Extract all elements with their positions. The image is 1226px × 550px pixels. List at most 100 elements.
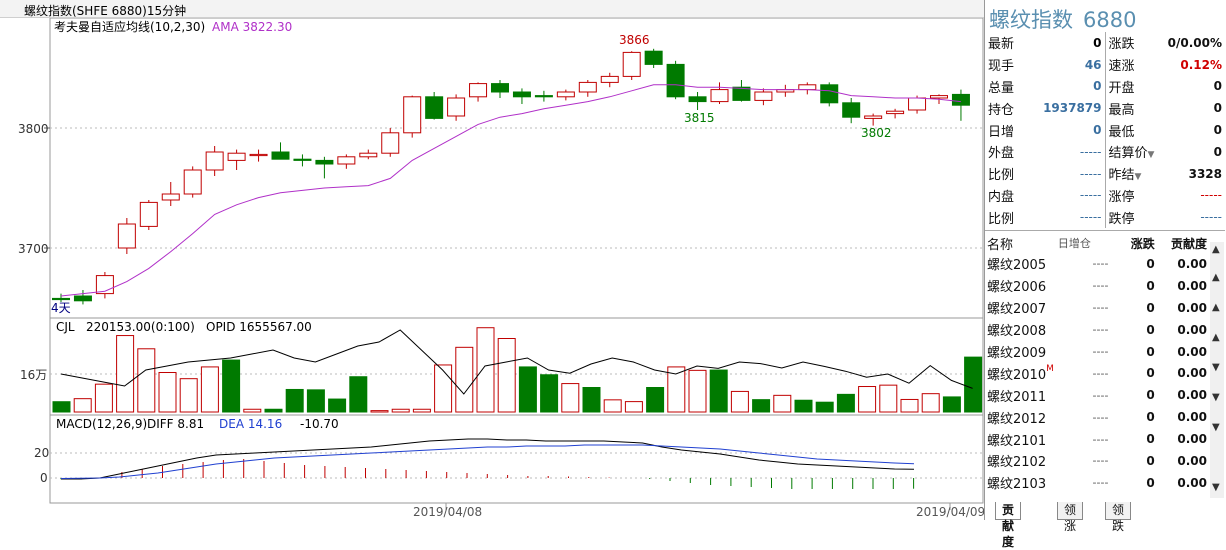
contract-name-cell: 螺纹2010M [985,362,1056,384]
volume-bar [582,387,601,413]
quote-value: ----- [1024,206,1106,229]
quote-row: 日增 0 最低 0 [985,119,1225,141]
volume-bar [264,408,283,413]
quote-row: 最新 0 涨跌 0/0.00% [985,32,1225,54]
header-contribution[interactable]: 贡献度 [1170,236,1207,251]
contract-row[interactable]: 螺纹2009 ---- 0 0.00 [985,341,1209,363]
contract-row[interactable]: 螺纹2007 ---- 0 0.00 [985,297,1209,319]
volume-bar [476,327,495,413]
contract-name: 螺纹2005 [987,258,1047,274]
tab-top-losers[interactable]: 领跌 [1105,502,1132,533]
quote-value: ----- [1024,140,1106,163]
chevron-down-icon[interactable]: ▼ [1134,172,1142,183]
volume-y-tick: 16万 [20,368,48,382]
instrument-title: 螺纹指数 6880 [989,4,1136,34]
volume-name-label: CJL [56,320,75,334]
chart-area[interactable]: 考夫曼自适应均线(10,2,30) AMA 3822.30 3800 3700 … [0,18,985,520]
candle-body [447,97,466,117]
macd-y-tick-0: 0 [40,471,48,485]
contract-contribution: 0.00 [1177,256,1207,271]
contract-change: 0 [1146,344,1155,359]
scroll-down-icon[interactable]: ▼ [1212,482,1220,493]
contract-row[interactable]: 螺纹2012 ---- 0 0.00 [985,406,1209,428]
header-change[interactable]: 涨跌 [1130,236,1155,251]
contract-contribution: 0.00 [1177,278,1207,293]
quote-panel: 螺纹指数 6880 最新 0 涨跌 0/0.00% 现手 46 速涨 0.12% … [984,0,1226,520]
quote-label: 最新 [988,37,1015,53]
candle-body [864,115,883,119]
volume-bar [222,359,241,413]
contract-row[interactable]: 螺纹2006 ---- 0 0.00 [985,275,1209,297]
header-name[interactable]: 名称 [987,237,1014,253]
scroll-up-icon[interactable]: ▲ [1212,244,1220,255]
scroll-down-icon[interactable]: ▼ [1212,362,1220,373]
volume-bar [709,369,728,413]
tab-contribution[interactable]: 贡献度 [995,502,1022,549]
quote-label: 日增 [988,124,1015,140]
quote-label[interactable]: 结算价▼ [1105,141,1159,163]
chevron-down-icon[interactable]: ▼ [1147,150,1155,161]
candle-body [249,153,268,157]
header-oi-change[interactable]: 日增仓 [1057,237,1091,250]
contract-contribution: 0.00 [1177,432,1207,447]
volume-bar [391,408,410,413]
quote-label: 内盘 [988,189,1015,205]
contract-name: 螺纹2008 [987,324,1047,340]
contract-row[interactable]: 螺纹2102 ---- 0 0.00 [985,450,1209,472]
scroll-down-icon[interactable]: ▼ [1212,422,1220,433]
contract-name: 螺纹2011 [987,389,1047,405]
contract-row[interactable]: 螺纹2010M ---- 0 0.00 [985,362,1209,384]
candle-body [951,93,970,106]
volume-bar [349,376,368,413]
volume-bar [200,366,219,413]
contract-oi: ---- [1092,345,1109,358]
candle-body [930,95,948,99]
quote-label: 现手 [988,59,1015,75]
volume-bar [752,399,771,413]
contribution-table: 名称 日增仓 涨跌 贡献度 螺纹2005 ---- 0 0.00 螺纹2006 ----… [985,233,1209,494]
low-annotation-2: 3802 [861,126,892,140]
volume-bar [52,401,71,413]
contract-oi: ---- [1092,366,1109,380]
contract-list-scrollbar[interactable]: ▲ ▲ ▲ ▲ ▼ ▼ ▼ ▼ [1210,242,1224,498]
kline-chart-svg[interactable] [0,18,984,520]
main-contract-flag: M [1046,363,1054,374]
contract-row[interactable]: 螺纹2103 ---- 0 0.00 [985,472,1209,494]
contract-row[interactable]: 螺纹2011 ---- 0 0.00 [985,384,1209,406]
quote-label: 外盘 [988,146,1015,162]
candle-body [227,152,246,161]
scroll-up-icon[interactable]: ▲ [1212,272,1220,283]
volume-bar [561,383,580,413]
volume-bar [964,356,983,413]
tab-top-gainers[interactable]: 领涨 [1057,502,1084,533]
contract-oi: ---- [1092,279,1109,293]
quote-label: 持仓 [988,102,1015,118]
high-annotation: 3866 [619,33,650,47]
candle-body [600,75,619,83]
quote-label[interactable]: 昨结▼ [1105,163,1159,185]
scroll-up-icon[interactable]: ▲ [1212,302,1220,313]
scroll-up-icon[interactable]: ▲ [1212,332,1220,343]
volume-bar [815,401,834,413]
quote-label: 涨停 [1108,189,1135,205]
quote-label: 跌停 [1108,211,1135,227]
contract-row[interactable]: 螺纹2005 ---- 0 0.00 [985,253,1209,275]
volume-bar [158,372,177,413]
volume-bar [879,384,898,413]
contract-name: 螺纹2012 [987,411,1047,427]
low-annotation-1: 3815 [684,111,715,125]
volume-bar [73,398,92,413]
quote-label: 最低 [1108,124,1135,140]
contract-change: 0 [1146,366,1155,381]
volume-bar [497,338,516,413]
y-tick-3700: 3700 [18,242,49,256]
volume-bar [603,399,622,413]
volume-bar [540,374,559,413]
scroll-down-icon[interactable]: ▼ [1212,392,1220,403]
quote-value: 0.12% [1180,57,1222,72]
contract-row[interactable]: 螺纹2008 ---- 0 0.00 [985,319,1209,341]
contract-oi: ---- [1092,301,1109,315]
candle-body [491,83,509,93]
contract-row[interactable]: 螺纹2101 ---- 0 0.00 [985,428,1209,450]
window-title: 螺纹指数(SHFE 6880)15分钟 [24,4,187,18]
